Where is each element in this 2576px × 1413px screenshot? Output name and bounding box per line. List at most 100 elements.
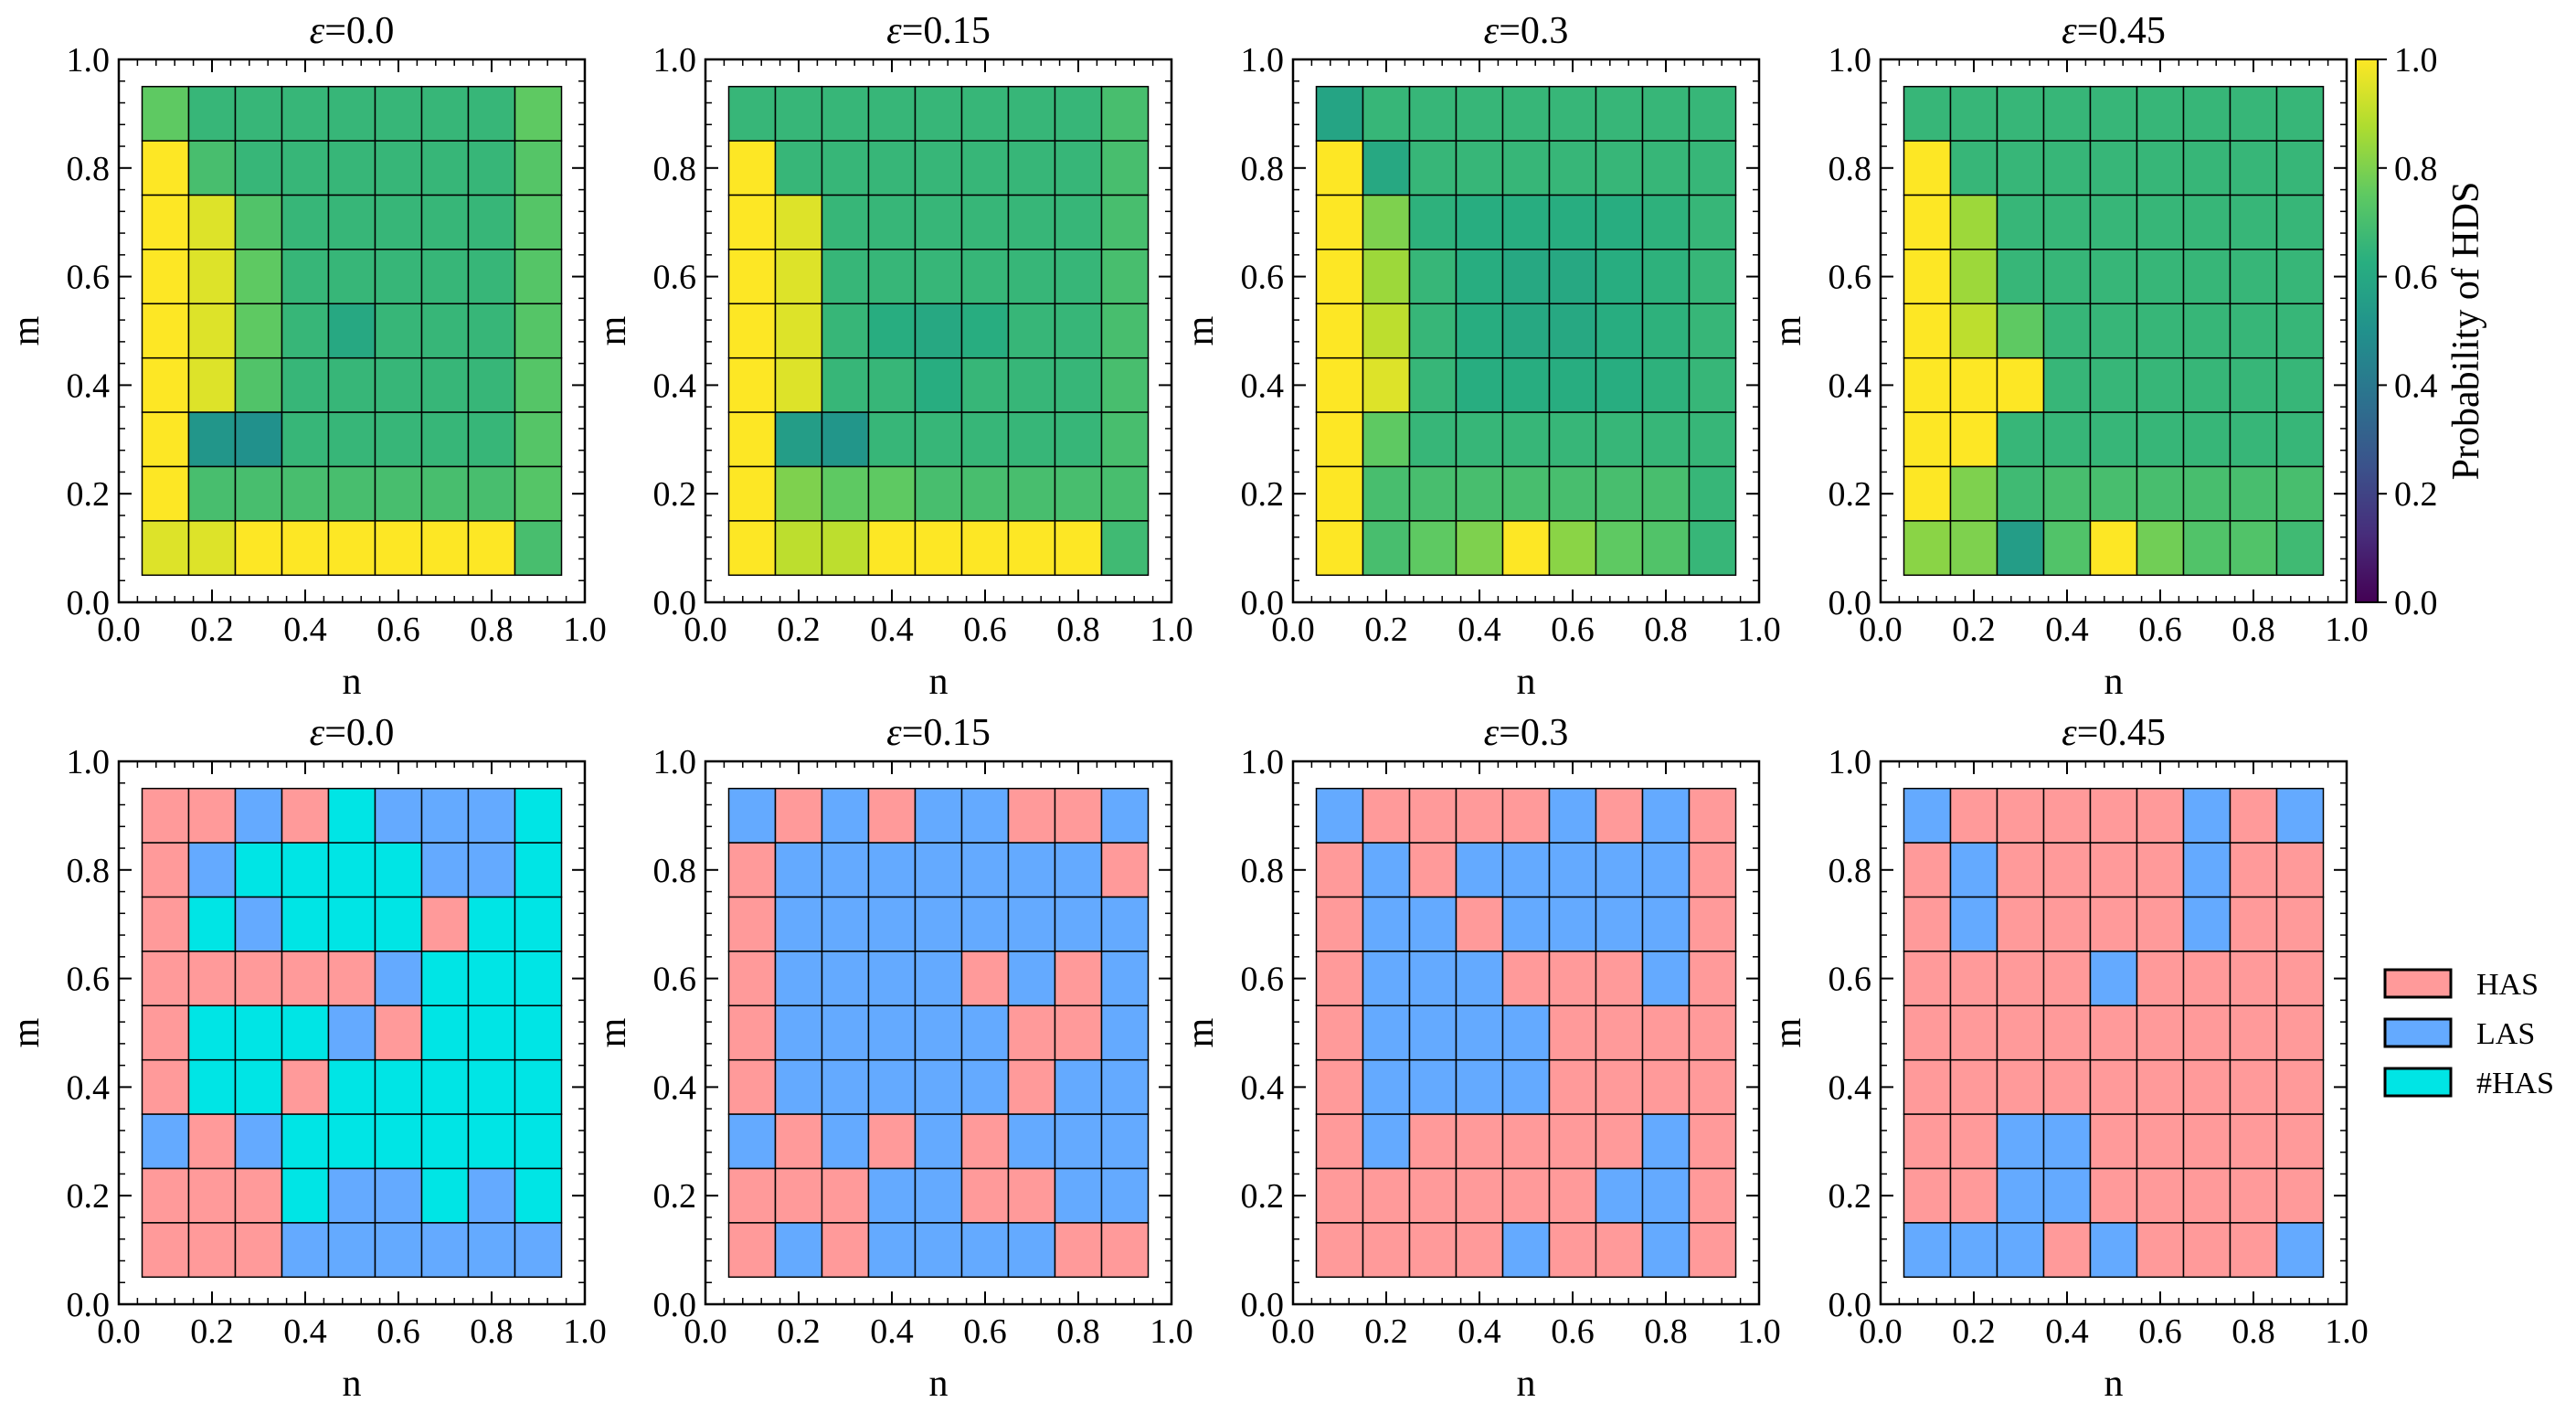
heatmap-cell xyxy=(281,1113,330,1170)
heatmap-cell xyxy=(234,411,283,468)
heatmap-cell xyxy=(1408,411,1458,468)
heatmap-cell xyxy=(2089,411,2138,468)
heatmap-cell xyxy=(774,356,823,413)
y-tick-label: 0.6 xyxy=(67,259,111,297)
y-tick-label: 0.0 xyxy=(1241,584,1285,622)
heatmap-cell xyxy=(1007,411,1056,468)
heatmap-cell xyxy=(281,1004,330,1061)
heatmap-cell xyxy=(234,303,283,359)
heatmap-cell xyxy=(821,85,870,142)
heatmap-cell xyxy=(1996,465,2045,522)
x-axis-label: n xyxy=(1517,1363,1536,1405)
heatmap-cell xyxy=(1996,303,2045,359)
heatmap-cell xyxy=(1641,842,1691,898)
heatmap-cell xyxy=(2136,896,2185,952)
heatmap-cell xyxy=(2229,1167,2278,1224)
legend-swatch-has xyxy=(2383,968,2453,999)
heatmap-cell xyxy=(2136,194,2185,250)
heatmap-cell xyxy=(374,1222,423,1279)
x-tick-label: 0.6 xyxy=(963,1312,1007,1351)
heatmap-cell xyxy=(1408,249,1458,305)
heatmap-cell xyxy=(1007,951,1056,1007)
heatmap-cell xyxy=(1501,520,1551,577)
heatmap-cell xyxy=(2182,465,2231,522)
heatmap-cell xyxy=(514,1004,563,1061)
heatmap-cell xyxy=(420,194,470,250)
heatmap-cell xyxy=(327,787,376,844)
heatmap-cell xyxy=(727,140,777,197)
heatmap-cell xyxy=(2229,1222,2278,1279)
heatmap-cell xyxy=(1100,1113,1150,1170)
x-axis-label: n xyxy=(929,661,949,703)
heatmap-cell xyxy=(727,951,777,1007)
x-axis-label: n xyxy=(2104,1363,2124,1405)
heatmap-cell xyxy=(1362,1167,1411,1224)
heatmap-cell xyxy=(2042,356,2092,413)
y-tick-label: 0.2 xyxy=(1241,475,1285,514)
heatmap-cell xyxy=(2089,1113,2138,1170)
heatmap-cell xyxy=(1455,787,1504,844)
heatmap-cell xyxy=(2042,1113,2092,1170)
heatmap-cell xyxy=(1054,787,1103,844)
heatmap-cell xyxy=(2275,787,2325,844)
heatmap-cell xyxy=(1315,1004,1364,1061)
heatmap-cell xyxy=(1408,356,1458,413)
heatmap-cell xyxy=(821,520,870,577)
heatmap-cell xyxy=(1595,1004,1644,1061)
heatmap-cell xyxy=(774,520,823,577)
heatmap-cell xyxy=(514,842,563,898)
heatmap-cell xyxy=(187,249,237,305)
heatmap-cell xyxy=(374,465,423,522)
x-tick-label: 0.8 xyxy=(1056,611,1100,649)
x-tick-label: 1.0 xyxy=(1150,1312,1193,1351)
heatmap-cell xyxy=(2136,411,2185,468)
heatmap-cell xyxy=(420,1222,470,1279)
heatmap-cell xyxy=(867,1167,917,1224)
heatmap-cell xyxy=(1548,194,1597,250)
heatmap-cell xyxy=(234,1058,283,1115)
heatmap-cell xyxy=(1641,520,1691,577)
heatmap-cell xyxy=(2275,1004,2325,1061)
heatmap-cell xyxy=(1054,1167,1103,1224)
heatmap-cell xyxy=(2275,140,2325,197)
y-axis-label: m xyxy=(5,1017,48,1047)
colorbar: 0.0 0.2 0.4 0.6 0.8 1.0 Probability of HDS xyxy=(2355,41,2487,622)
heatmap-cell xyxy=(234,1004,283,1061)
y-tick-label: 0.6 xyxy=(1829,961,1872,999)
heatmap-cell xyxy=(1100,951,1150,1007)
heatmap-cell xyxy=(1455,842,1504,898)
heatmap-cell xyxy=(327,520,376,577)
y-tick-label: 0.4 xyxy=(67,367,111,405)
heatmap-cell xyxy=(1949,1222,1998,1279)
heatmap-cell xyxy=(1903,896,1952,952)
heatmap-cell xyxy=(141,1113,190,1170)
heatmap-cell xyxy=(727,1113,777,1170)
heatmap-cell xyxy=(2136,1167,2185,1224)
heatmap-cell xyxy=(1949,194,1998,250)
panel-r1-c4: 0.00.0 0.2 0.2 0.4 0.4 0.6 0.6 0.8 0.8 1.0 1.0 n m ε=… xyxy=(1767,10,2369,703)
heatmap-cell xyxy=(1548,842,1597,898)
heatmap-cell xyxy=(1501,1004,1551,1061)
heatmap-cell xyxy=(1641,896,1691,952)
heatmap-cell xyxy=(420,303,470,359)
heatmap-cell xyxy=(327,951,376,1007)
heatmap-cell xyxy=(1007,1222,1056,1279)
heatmap-cell xyxy=(1455,951,1504,1007)
heatmap-cell xyxy=(1903,411,1952,468)
heatmap-cell xyxy=(2089,356,2138,413)
heatmap-cell xyxy=(467,465,516,522)
x-tick-label: 0.4 xyxy=(870,611,914,649)
heatmap-cell xyxy=(1100,1058,1150,1115)
heatmap-cell xyxy=(1548,896,1597,952)
y-tick-label: 0.2 xyxy=(67,475,111,514)
heatmap-cell xyxy=(774,1167,823,1224)
heatmap-cell xyxy=(1688,896,1737,952)
heatmap-cell xyxy=(2275,85,2325,142)
y-tick-label: 0.8 xyxy=(1241,150,1285,188)
heatmap-cell xyxy=(374,85,423,142)
x-tick-label: 0.8 xyxy=(1056,1312,1100,1351)
x-tick-label: 0.4 xyxy=(1458,611,1501,649)
heatmap-cell xyxy=(234,249,283,305)
x-tick-label: 0.6 xyxy=(963,611,1007,649)
heatmap-cell xyxy=(727,465,777,522)
